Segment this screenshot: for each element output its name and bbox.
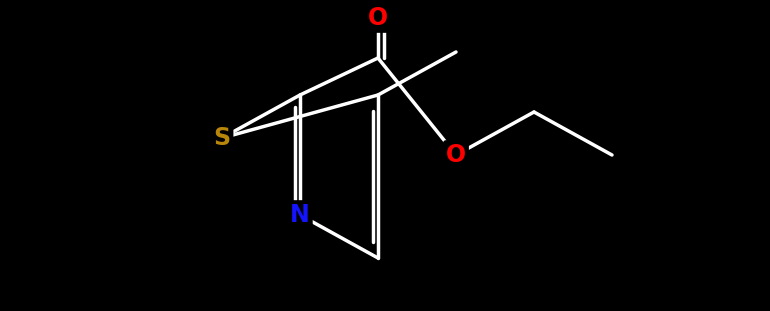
- Text: O: O: [368, 6, 388, 30]
- Text: N: N: [290, 203, 310, 227]
- Text: O: O: [446, 143, 466, 167]
- Text: S: S: [213, 126, 230, 150]
